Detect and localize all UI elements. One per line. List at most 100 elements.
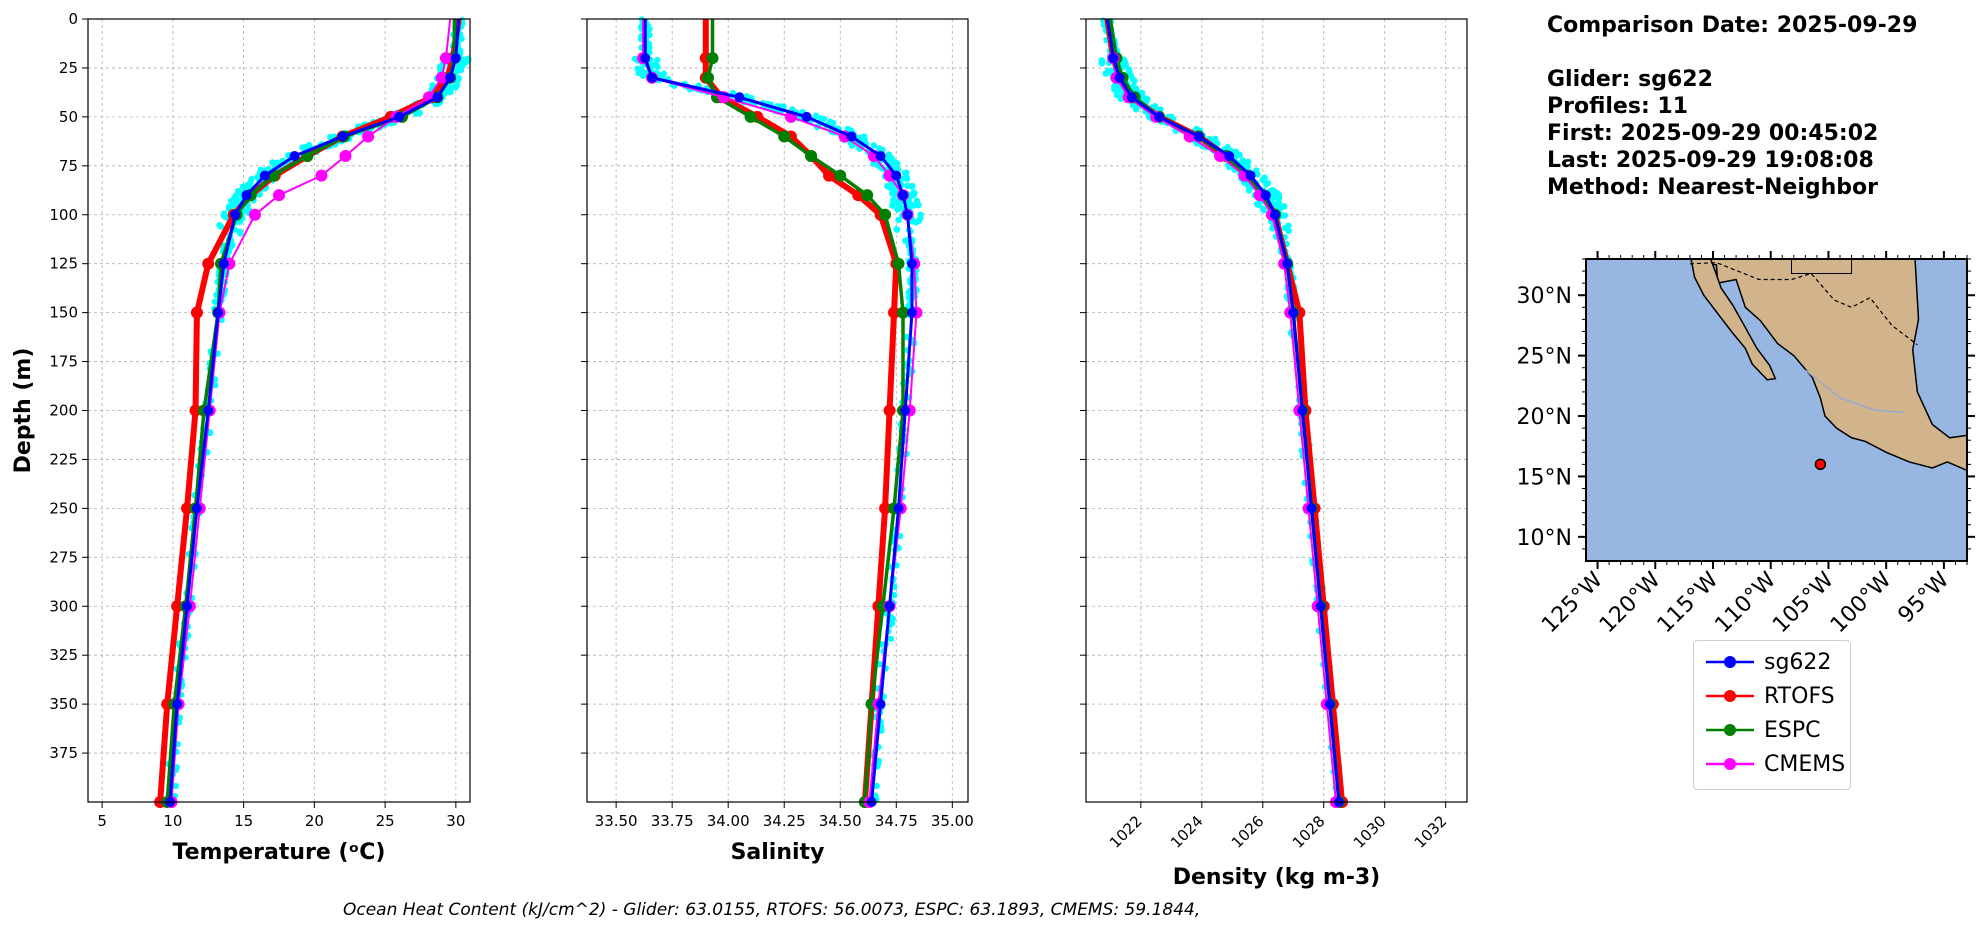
axes-frame: [586, 18, 969, 803]
glider-obs-point: [1131, 77, 1138, 85]
glider-obs-point: [892, 165, 900, 173]
series-point-sg622: [241, 190, 252, 201]
series-point-sg622: [906, 258, 917, 269]
legend-marker-rtofs: [1706, 690, 1754, 702]
series-point-sg622: [801, 111, 812, 122]
glider-obs-point: [646, 25, 653, 33]
map-lon-label: 105°W: [1768, 567, 1839, 638]
series-point-sg622: [900, 405, 911, 416]
x-tick-label: 20: [305, 812, 324, 830]
series-point-sg622: [1306, 503, 1317, 514]
series-point-rtofs: [202, 257, 215, 270]
glider-obs-point: [893, 226, 901, 233]
glider-obs-point: [1264, 179, 1272, 187]
y-tick-label: 75: [59, 157, 78, 175]
glider-obs-point: [812, 112, 820, 119]
y-tick-label: 375: [49, 744, 78, 762]
series-point-sg622: [289, 151, 300, 162]
x-tick-label: 1032: [1411, 812, 1451, 852]
series-point-sg622: [337, 131, 348, 142]
glider-obs-point: [887, 635, 895, 643]
x-tick-label: 1028: [1289, 812, 1329, 852]
series-point-espc: [897, 306, 910, 319]
series-point-rtofs: [879, 502, 892, 515]
glider-obs-point: [254, 173, 261, 181]
x-tick-label: 25: [376, 812, 395, 830]
x-tick-label: 35.00: [931, 812, 974, 830]
glider-obs-point: [1117, 94, 1124, 101]
glider-obs-point: [228, 197, 235, 205]
glider-obs-point: [848, 142, 856, 149]
series-point-sg622: [394, 111, 405, 122]
glider-obs-point: [302, 143, 309, 151]
glider-obs-point: [455, 75, 462, 83]
glider-obs-point: [172, 782, 179, 790]
map-state-line: [1791, 259, 1853, 274]
info-block: Comparison Date: 2025-09-29 Glider: sg622…: [1547, 12, 1917, 201]
series-point-sg622: [846, 131, 857, 142]
glider-obs-point: [459, 58, 466, 65]
glider-obs-point: [1098, 57, 1106, 64]
glider-obs-point: [873, 782, 880, 790]
map-lon-label: 100°W: [1826, 567, 1897, 638]
glider-obs-point: [225, 203, 233, 210]
x-tick-label: 30: [446, 812, 465, 830]
series-point-sg622: [898, 190, 909, 201]
location-map: 10°N 15°N 20°N 25°N 30°N 125°W120°W115°W110°W…: [1517, 251, 1975, 638]
legend-marker-espc: [1706, 724, 1754, 736]
series-point-sg622: [875, 699, 886, 710]
glider-obs-point: [907, 200, 914, 208]
glider-obs-point: [827, 118, 834, 125]
info-comparison-date: Comparison Date: 2025-09-29: [1547, 13, 1918, 38]
series-point-espc: [706, 52, 719, 65]
glider-obs-point: [903, 173, 910, 181]
series-point-sg622: [191, 503, 202, 514]
series-point-sg622: [902, 209, 913, 220]
glider-obs-point: [1245, 158, 1252, 166]
x-axis-label: Salinity: [731, 840, 825, 865]
glider-obs-point: [890, 196, 897, 204]
series-point-sg622: [906, 307, 917, 318]
y-tick-label: 200: [49, 402, 78, 420]
x-tick-label: 33.50: [595, 812, 638, 830]
glider-obs-point: [638, 65, 645, 73]
series-point-sg622: [1193, 131, 1204, 142]
glider-obs-point: [247, 179, 254, 186]
map-land-baja: [1690, 258, 1777, 381]
legend-item-rtofs: RTOFS: [1704, 681, 1835, 711]
series-point-rtofs: [190, 306, 203, 319]
profile-panels: 0 25 50 75 100 125 150 175 200 225 250 275 300 325 350…: [11, 10, 1468, 890]
x-tick-label: 15: [234, 812, 253, 830]
glider-obs-point: [1224, 144, 1231, 151]
x-tick-label: 34.50: [819, 812, 862, 830]
x-tick-label: 5: [97, 812, 107, 830]
series-point-rtofs: [823, 169, 836, 182]
series-point-sg622: [893, 503, 904, 514]
info-profiles: Profiles: 11: [1547, 94, 1689, 119]
glider-obs-point: [1259, 176, 1266, 183]
legend-marker-cmems: [1706, 758, 1754, 770]
map-lat-label: 10°N: [1517, 526, 1572, 551]
glider-obs-point: [1125, 66, 1132, 73]
y-tick-label: 175: [49, 353, 78, 371]
legend-marker-sg622: [1706, 656, 1754, 668]
glider-obs-point: [464, 57, 471, 64]
y-tick-label: 325: [49, 646, 78, 664]
glider-obs-point: [458, 35, 465, 42]
glider-obs-point: [876, 661, 884, 668]
map-lon-label: 110°W: [1710, 567, 1781, 638]
series-point-cmems: [435, 71, 448, 84]
glider-obs-point: [884, 155, 892, 162]
glider-obs-point: [895, 216, 902, 224]
map-land-mainland: [1689, 258, 1968, 472]
series-point-rtofs: [181, 502, 194, 515]
map-lon-label: 95°W: [1894, 567, 1955, 628]
series-point-sg622: [640, 53, 651, 64]
map-lon-label: 115°W: [1653, 567, 1724, 638]
series-point-sg622: [734, 92, 745, 103]
map-lat-label: 15°N: [1517, 465, 1572, 490]
glider-obs-point: [904, 182, 911, 190]
series-point-sg622: [213, 307, 224, 318]
x-tick-label: 33.75: [651, 812, 694, 830]
glider-obs-point: [820, 115, 828, 123]
